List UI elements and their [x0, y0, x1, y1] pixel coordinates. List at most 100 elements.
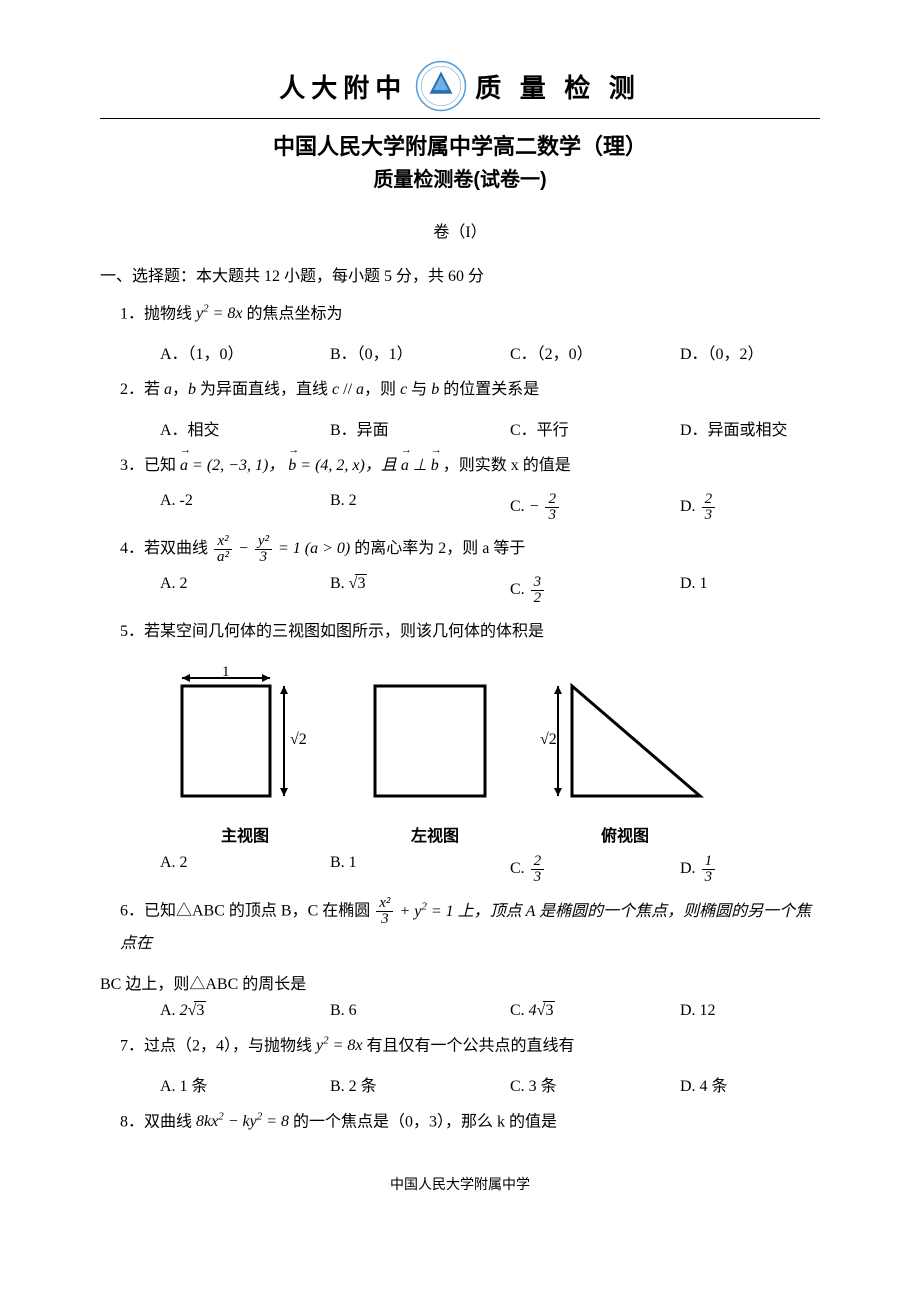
q6-opt-b: B. 6 [330, 1002, 510, 1020]
question-7: 7．过点（2，4），与抛物线 y2 = 8x 有且仅有一个公共点的直线有 [120, 1030, 820, 1062]
q4-b-rad: 3 [355, 574, 367, 592]
q6-c-rad: 3 [543, 1001, 555, 1019]
q7-eq: y2 = 8x [316, 1037, 363, 1054]
q6-c-pre: C. [510, 1002, 529, 1019]
question-4: 4．若双曲线 x²a² − y²3 = 1 (a > 0) 的离心率为 2，则 … [120, 533, 820, 565]
q3-d-den: 3 [702, 508, 716, 523]
q2-opt-a: A．相交 [160, 416, 330, 440]
q6-frac: x²3 [376, 896, 393, 927]
q4-f1-den: a² [214, 550, 232, 565]
q1-opt-a: A．（1，0） [160, 340, 330, 364]
question-1: 1．抛物线 y2 = 8x 的焦点坐标为 [120, 298, 820, 330]
q7-stem-a: 7．过点（2，4），与抛物线 [120, 1037, 316, 1054]
q5-options: A. 2 B. 1 C. 23 D. 13 [160, 854, 820, 885]
q4-opt-d: D. 1 [680, 575, 820, 606]
q4-frac2: y²3 [255, 534, 272, 565]
q4-b-pre: B. [330, 575, 349, 592]
q4-c-pre: C. [510, 582, 529, 599]
q3-stem-d: ，则实数 x 的值是 [443, 457, 571, 474]
q4-c-frac: 32 [531, 575, 545, 606]
exam-subtitle: 质量检测卷(试卷一) [100, 163, 820, 192]
q2-opt-d: D．异面或相交 [680, 416, 820, 440]
q1-stem-a: 1．抛物线 [120, 305, 196, 322]
q3-opt-b: B. 2 [330, 492, 510, 523]
section-heading: 一、选择题：本大题共 12 小题，每小题 5 分，共 60 分 [100, 262, 820, 286]
q8-stem-a: 8．双曲线 [120, 1113, 196, 1130]
q6-a-coef: 2 [180, 1002, 188, 1019]
q2-options: A．相交 B．异面 C．平行 D．异面或相交 [160, 416, 820, 440]
question-5: 5．若某空间几何体的三视图如图所示，则该几何体的体积是 [120, 616, 820, 648]
side-view-icon [360, 666, 500, 806]
volume-label: 卷（I） [100, 218, 820, 242]
q3-d-pre: D. [680, 499, 700, 516]
q3-vec-a: a [180, 450, 188, 482]
q3-c-pre: C. [510, 499, 529, 516]
q4-f2-den: 3 [255, 550, 272, 565]
school-logo-icon [415, 60, 467, 112]
q5-opt-b: B. 1 [330, 854, 510, 885]
q7-options: A. 1 条 B. 2 条 C. 3 条 D. 4 条 [160, 1072, 820, 1096]
q4-minus: − [238, 540, 253, 557]
q6-options: A. 2√3 B. 6 C. 4√3 D. 12 [160, 1002, 820, 1020]
q3-vec-b2: b [431, 450, 439, 482]
fig3-dim-h: √2 [540, 731, 557, 748]
q4-c-num: 3 [531, 575, 545, 591]
q3-c-neg: − [529, 499, 540, 516]
q7-opt-d: D. 4 条 [680, 1072, 820, 1096]
exam-title: 中国人民大学附属中学高二数学（理） [100, 129, 820, 161]
q1-options: A．（1，0） B．（0，1） C．（2，0） D．（0，2） [160, 340, 820, 364]
fig1-dim-h: √2 [290, 731, 307, 748]
q4-stem-b: 的离心率为 2，则 a 等于 [354, 540, 525, 557]
q7-opt-c: C. 3 条 [510, 1072, 680, 1096]
q8-eq: 8kx2 − ky2 = 8 [196, 1113, 289, 1130]
q1-opt-d: D．（0，2） [680, 340, 820, 364]
q5-d-frac: 13 [702, 854, 716, 885]
q6-num: x² [376, 896, 393, 912]
q5-figure-labels: 主视图 左视图 俯视图 [170, 822, 820, 846]
q6-opt-d: D. 12 [680, 1002, 820, 1020]
q3-opt-d: D. 23 [680, 492, 820, 523]
q2-stem: 2．若 a，b 为异面直线，直线 c // a，则 c 与 b 的位置关系是 [120, 381, 539, 398]
q1-opt-b: B．（0，1） [330, 340, 510, 364]
q3-options: A. -2 B. 2 C. − 23 D. 23 [160, 492, 820, 523]
q5-d-num: 1 [702, 854, 716, 870]
question-2: 2．若 a，b 为异面直线，直线 c // a，则 c 与 b 的位置关系是 [120, 374, 820, 406]
exam-page: 人大附中 质 量 检 测 中国人民大学附属中学高二数学（理） 质量检测卷(试卷一… [0, 0, 920, 1234]
q4-frac1: x²a² [214, 534, 232, 565]
q4-opt-b: B. √3 [330, 575, 510, 606]
q3-c-den: 3 [545, 508, 559, 523]
q5-c-pre: C. [510, 861, 529, 878]
q6-opt-a: A. 2√3 [160, 1002, 330, 1020]
q7-opt-b: B. 2 条 [330, 1072, 510, 1096]
q3-c-frac: 23 [545, 492, 559, 523]
q4-opt-a: A. 2 [160, 575, 330, 606]
q3-c-num: 2 [545, 492, 559, 508]
q5-opt-c: C. 23 [510, 854, 680, 885]
q4-b-sqrt: √3 [349, 575, 368, 593]
q5-c-frac: 23 [531, 854, 545, 885]
page-header: 人大附中 质 量 检 测 [100, 60, 820, 119]
header-right: 质 量 检 测 [475, 68, 641, 105]
q3-opt-a: A. -2 [160, 492, 330, 523]
question-6: 6．已知△ABC 的顶点 B，C 在椭圆 x²3 + y2 = 1 上，顶点 A… [120, 895, 820, 959]
q3-d-num: 2 [702, 492, 716, 508]
q6-stem-a: 6．已知△ABC 的顶点 B，C 在椭圆 [120, 903, 374, 920]
fig-label-3: 俯视图 [550, 822, 700, 846]
q3-d-frac: 23 [702, 492, 716, 523]
fig-label-2: 左视图 [360, 822, 510, 846]
front-view-icon: 1 √2 [160, 666, 320, 806]
q4-options: A. 2 B. √3 C. 32 D. 1 [160, 575, 820, 606]
q3-stem-a: 3．已知 [120, 457, 180, 474]
q5-opt-d: D. 13 [680, 854, 820, 885]
q4-f2-num: y² [255, 534, 272, 550]
q6-stem-c: BC 边上，则△ABC 的周长是 [100, 970, 820, 994]
q3-vec-a2: a [401, 450, 409, 482]
q4-rhs: = 1 (a > 0) [278, 540, 350, 557]
fig-label-1: 主视图 [170, 822, 320, 846]
q6-den: 3 [376, 912, 393, 927]
q8-stem-b: 的一个焦点是（0，3），那么 k 的值是 [293, 1113, 557, 1130]
q3-stem-c: = (4, 2, x)，且 [300, 457, 401, 474]
header-row: 人大附中 质 量 检 测 [100, 60, 820, 112]
q6-a-sqrt: √3 [188, 1002, 207, 1020]
q1-opt-c: C．（2，0） [510, 340, 680, 364]
